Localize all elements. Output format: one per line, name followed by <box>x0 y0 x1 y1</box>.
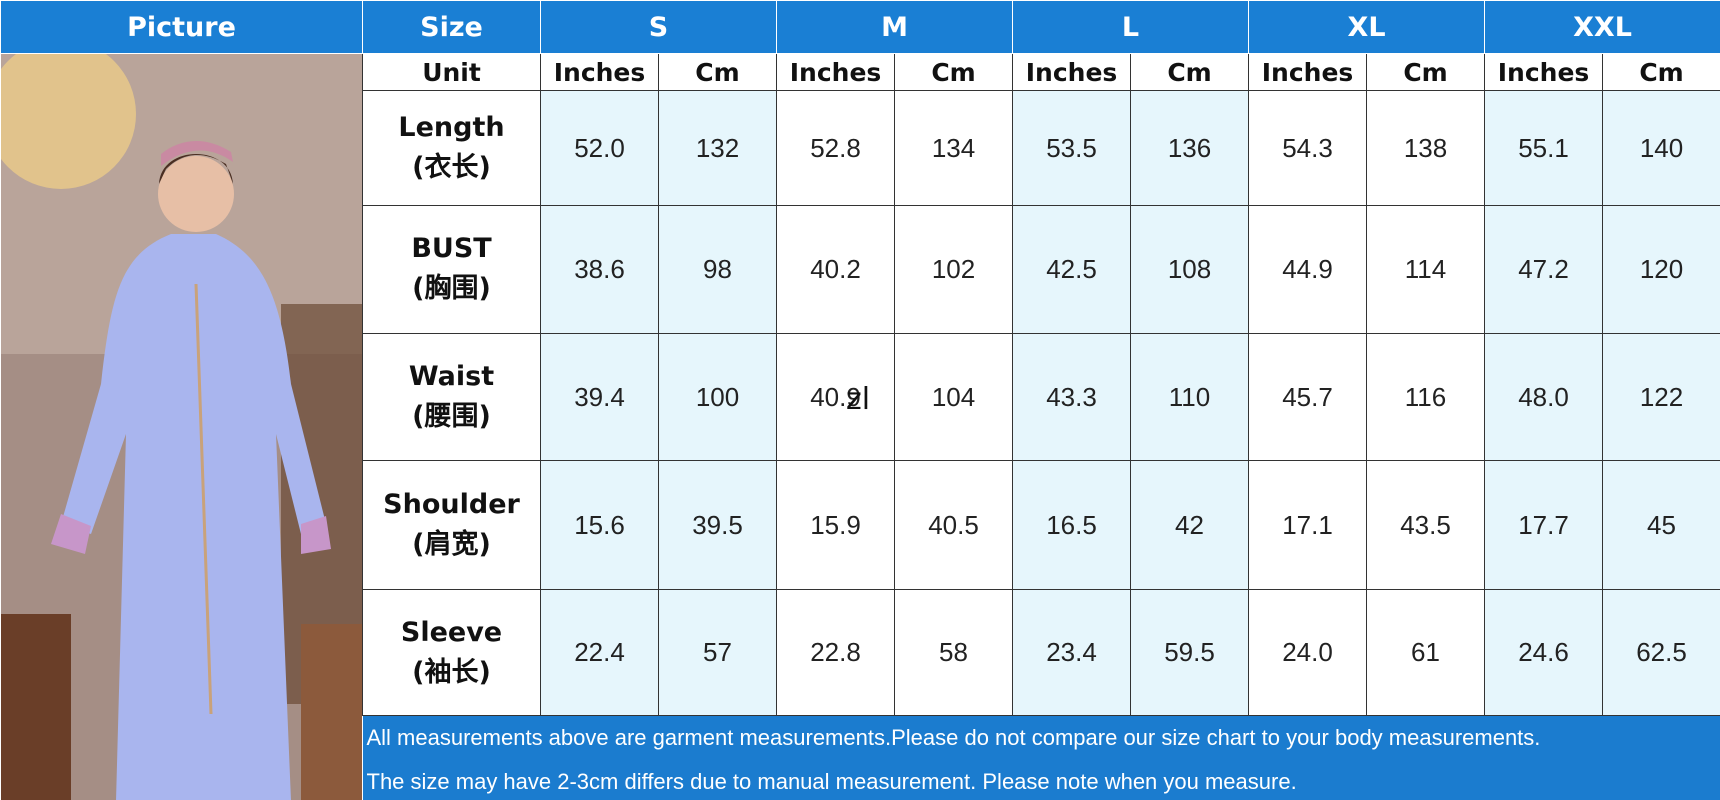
value-cell: 61 <box>1366 589 1486 716</box>
unit-cell: Cm <box>1130 52 1250 92</box>
value-cell: 45 <box>1602 460 1720 591</box>
value-cell: 22.4 <box>540 589 659 716</box>
table-row: Length (衣长) 52.0 132 52.8 134 53.5 136 54.3 138 55… <box>1 90 1720 206</box>
measure-name-cn: (肩宽) <box>412 529 491 561</box>
table-row: Shoulder (肩宽) 15.6 39.5 15.9 40.5 16.5 42 17.1 43… <box>1 460 1720 591</box>
value-cell: 59.5 <box>1130 589 1250 716</box>
value-cell: 136 <box>1130 90 1250 206</box>
value-cell: 54.3 <box>1248 90 1368 206</box>
value-cell: 122 <box>1602 332 1720 462</box>
value-cell: 43.3 <box>1012 332 1132 462</box>
value-cell: 140 <box>1602 90 1720 206</box>
note: The size may have 2-3cm differs due to m… <box>362 759 1720 800</box>
value-cell: 23.4 <box>1012 589 1132 716</box>
measure-name: Waist <box>408 361 495 393</box>
measure-name-cn: (胸围) <box>412 273 491 305</box>
value-cell: 40.2 <box>776 204 896 334</box>
value-cell: 120 <box>1602 204 1720 334</box>
value-cell: 53.5 <box>1012 90 1132 206</box>
table-row: Sleeve (袖长) 22.4 57 22.8 58 23.4 59.5 24.0 61 24.6… <box>1 589 1720 716</box>
value-cell: 39.5 <box>657 460 778 591</box>
measure-name: BUST <box>411 233 492 265</box>
unit-cell: Inches <box>1248 52 1368 92</box>
header-cell: Picture <box>0 0 363 54</box>
table-row: All measurements above are garment measu… <box>1 715 1720 760</box>
value-cell: 42.5 <box>1012 204 1132 334</box>
size-header: L <box>1012 0 1250 54</box>
unit-cell: Inches <box>1484 52 1604 92</box>
value-cell: 108 <box>1130 204 1250 334</box>
unit-cell: Cm <box>1366 52 1486 92</box>
size-header: M <box>776 0 1014 54</box>
size-header: XL <box>1248 0 1486 54</box>
table-row: Unit Inches Cm Inches Cm Inches Cm Inches Cm Inch… <box>0 52 1720 800</box>
value-cell: 24.6 <box>1484 589 1604 716</box>
size-header: S <box>539 0 778 54</box>
value-cell: 39.4 <box>540 332 659 462</box>
value-cell: 116 <box>1366 332 1486 462</box>
unit-cell: Inches <box>1012 52 1132 92</box>
value-cell: 52.8 <box>776 90 896 206</box>
value-cell: 43.5 <box>1366 460 1486 591</box>
value-cell: 15.9 <box>776 460 896 591</box>
value-cell: 45.7 <box>1248 332 1368 462</box>
measure-name-cn: (衣长) <box>412 152 491 184</box>
value-cell: 132 <box>657 90 778 206</box>
row-label: Sleeve (袖长) <box>362 589 541 716</box>
value-cell: 40.5 <box>894 460 1014 591</box>
header-cell: Size <box>362 0 541 54</box>
table-row: Picture Size S M L XL XXL <box>0 0 1720 54</box>
unit-cell: Inches <box>776 52 896 92</box>
value-cell: 104 <box>894 332 1014 462</box>
value-cell: 100 <box>657 332 778 462</box>
value-cell: 134 <box>894 90 1014 206</box>
unit-cell: Cm <box>894 52 1014 92</box>
size-header: XXL <box>1484 0 1720 54</box>
value-cell: 44.9 <box>1248 204 1368 334</box>
table-row: BUST (胸围) 38.6 98 40.2 102 42.5 108 44.9 114 47.2 1… <box>1 204 1720 334</box>
value-cell: 17.1 <box>1248 460 1368 591</box>
measure-name: Length <box>398 112 505 144</box>
value-cell: 24.0 <box>1248 589 1368 716</box>
row-label: Length (衣长) <box>362 90 541 206</box>
value-cell: 47.2 <box>1484 204 1604 334</box>
value-cell: 15.6 <box>540 460 659 591</box>
measure-name: Sleeve <box>400 616 503 648</box>
value-cell: 138 <box>1366 90 1486 206</box>
unit-cell: Cm <box>657 52 778 92</box>
measure-name: Shoulder <box>383 489 520 521</box>
unit-cell: Cm <box>1602 52 1720 92</box>
note: All measurements above are garment measu… <box>362 715 1720 760</box>
value-cell: 22.8 <box>776 589 896 716</box>
value-cell: 98 <box>657 204 778 334</box>
measure-name-cn: (袖长) <box>412 656 491 688</box>
photo <box>0 53 363 800</box>
row-label: Waist (腰围) <box>362 332 541 462</box>
value-cell: 42 <box>1130 460 1250 591</box>
value-cell: 38.6 <box>540 204 659 334</box>
value-cell: 48.0 <box>1484 332 1604 462</box>
value-cell: 62.5 <box>1602 589 1720 716</box>
value-cell: 58 <box>894 589 1014 716</box>
value-cell: 16.5 <box>1012 460 1132 591</box>
value-cell: 110 <box>1130 332 1250 462</box>
row-label: Shoulder (肩宽) <box>362 460 541 591</box>
table-row: The size may have 2-3cm differs due to m… <box>1 759 1720 800</box>
value-cell: 102 <box>894 204 1014 334</box>
measure-name-cn: (腰围) <box>412 401 491 433</box>
value-cell: 114 <box>1366 204 1486 334</box>
value-cell: 40.9 <box>776 332 896 462</box>
unit-cell: Inches <box>540 52 659 92</box>
value-cell: 17.7 <box>1484 460 1604 591</box>
stray-text: zl <box>846 382 871 417</box>
value-cell: 52.0 <box>540 90 659 206</box>
value-cell: 57 <box>657 589 778 716</box>
product-photo <box>0 53 363 800</box>
unit-label: Unit <box>362 52 541 92</box>
row-label: BUST (胸围) <box>362 204 541 334</box>
value-cell: 55.1 <box>1484 90 1604 206</box>
